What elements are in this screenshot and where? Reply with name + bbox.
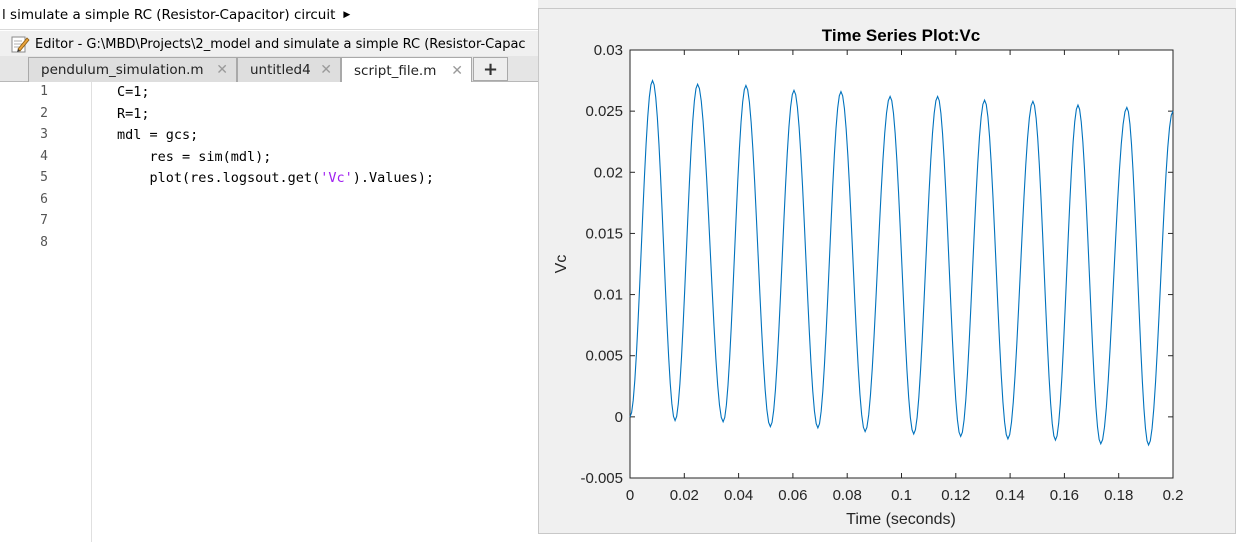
x-tick-label: 0.18 xyxy=(1104,487,1133,504)
x-tick-label: 0.1 xyxy=(891,487,912,504)
code-line[interactable]: R=1; xyxy=(117,106,150,122)
y-tick-label: 0.02 xyxy=(594,164,623,181)
y-tick-label: 0 xyxy=(615,409,623,426)
string-literal: 'Vc' xyxy=(320,170,353,186)
series-line-vc xyxy=(629,79,1174,447)
tab-pendulum-simulation[interactable]: pendulum_simulation.m ✕ xyxy=(28,57,237,82)
line-number-gutter: 1 2 3 4 5 6 7 8 xyxy=(0,82,92,542)
code-line[interactable]: res = sim(mdl); xyxy=(117,149,272,165)
x-tick-label: 0.08 xyxy=(833,487,862,504)
x-tick-label: 0.02 xyxy=(670,487,699,504)
x-tick-label: 0.12 xyxy=(941,487,970,504)
x-tick-label: 0.2 xyxy=(1163,487,1184,504)
editor-titlebar: Editor - G:\MBD\Projects\2_model and sim… xyxy=(0,31,560,57)
code-line[interactable]: plot(res.logsout.get('Vc').Values); xyxy=(117,170,435,186)
code-editor[interactable]: 1 2 3 4 5 6 7 8 C=1; R=1; mdl = gcs; res… xyxy=(0,82,540,542)
close-icon[interactable]: ✕ xyxy=(216,62,228,78)
y-tick-label: 0.03 xyxy=(594,42,623,59)
x-tick-label: 0 xyxy=(626,487,634,504)
x-tick-label: 0.14 xyxy=(995,487,1024,504)
code-line[interactable]: C=1; xyxy=(117,84,150,100)
breadcrumb[interactable]: l simulate a simple RC (Resistor-Capacit… xyxy=(0,0,560,30)
tab-label[interactable]: pendulum_simulation.m xyxy=(41,62,204,78)
close-icon[interactable]: ✕ xyxy=(320,62,332,78)
x-axis-label: Time (seconds) xyxy=(846,511,956,528)
y-tick-label: 0.01 xyxy=(594,287,623,304)
line-number: 3 xyxy=(40,127,48,142)
tab-strip: pendulum_simulation.m ✕ untitled4 ✕ scri… xyxy=(0,56,560,83)
add-tab-button[interactable]: + xyxy=(473,57,508,81)
tab-label[interactable]: untitled4 xyxy=(250,62,311,78)
line-number: 7 xyxy=(40,213,48,228)
chart-title: Time Series Plot:Vc xyxy=(822,26,980,45)
tab-label[interactable]: script_file.m xyxy=(354,62,437,79)
pencil-edit-icon xyxy=(11,36,30,53)
figure-toolbar[interactable] xyxy=(538,0,1236,8)
line-number: 4 xyxy=(40,149,48,164)
y-tick-label: -0.005 xyxy=(580,470,623,487)
y-tick-labels: -0.005 0 0.005 0.01 0.015 0.02 0.025 0.03 xyxy=(580,42,623,487)
bottom-strip xyxy=(538,534,1236,542)
close-icon[interactable]: ✕ xyxy=(451,62,463,79)
line-number: 1 xyxy=(40,84,48,99)
tab-untitled4[interactable]: untitled4 ✕ xyxy=(237,57,341,82)
y-tick-label: 0.005 xyxy=(585,348,623,365)
line-number: 8 xyxy=(40,235,48,250)
triangle-right-icon[interactable]: ▶ xyxy=(343,9,351,20)
y-tick-label: 0.025 xyxy=(585,103,623,120)
editor-title: Editor - G:\MBD\Projects\2_model and sim… xyxy=(35,36,526,52)
tab-script-file[interactable]: script_file.m ✕ xyxy=(341,57,472,83)
x-tick-label: 0.16 xyxy=(1050,487,1079,504)
axis-ticks xyxy=(629,49,1174,479)
y-tick-label: 0.015 xyxy=(585,225,623,242)
time-series-plot[interactable]: 0 0.02 0.04 0.06 0.08 0.1 0.12 0.14 0.16 0.18 0.2 … xyxy=(538,8,1236,534)
line-number: 5 xyxy=(40,170,48,185)
x-tick-label: 0.06 xyxy=(778,487,807,504)
x-tick-label: 0.04 xyxy=(724,487,753,504)
line-number: 2 xyxy=(40,106,48,121)
line-number: 6 xyxy=(40,192,48,207)
code-line[interactable]: mdl = gcs; xyxy=(117,127,199,143)
x-tick-labels: 0 0.02 0.04 0.06 0.08 0.1 0.12 0.14 0.16 0.18 0.2 xyxy=(626,487,1184,504)
breadcrumb-label[interactable]: l simulate a simple RC (Resistor-Capacit… xyxy=(2,6,336,23)
y-axis-label: Vc xyxy=(553,255,570,274)
